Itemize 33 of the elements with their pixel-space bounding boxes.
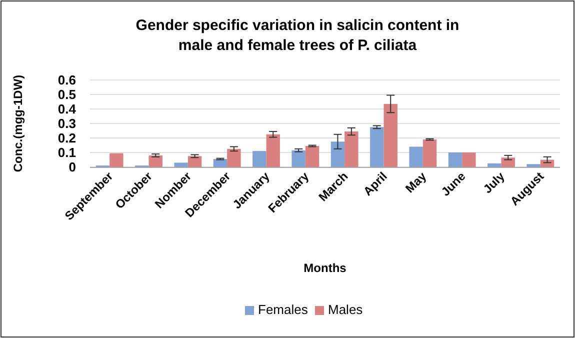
y-tick-label: 0.1 (58, 145, 76, 160)
bar (305, 146, 320, 167)
bar (174, 162, 188, 167)
bar (292, 150, 306, 167)
y-tick-label: 0.4 (58, 102, 77, 117)
chart-title: Gender specific variation in salicin content in male and female trees of P. ciliata (136, 17, 460, 54)
x-axis-title: Months (304, 261, 347, 275)
bar (252, 151, 266, 167)
bar (188, 156, 202, 167)
legend-label: Males (328, 302, 364, 317)
bar (462, 152, 476, 167)
bar (448, 152, 462, 167)
bar (409, 146, 423, 167)
bar (384, 104, 398, 167)
bar (148, 155, 162, 167)
bar (344, 131, 358, 167)
y-tick-label: 0.3 (58, 116, 76, 132)
bar (488, 163, 502, 167)
bar (227, 148, 241, 167)
bar (110, 153, 124, 167)
bar (330, 142, 345, 167)
legend-label: Females (258, 302, 308, 317)
y-tick-label: 0.2 (58, 130, 76, 146)
bar (501, 158, 515, 167)
y-axis-title: Conc.(mgg-1DW) (11, 74, 25, 172)
bar (526, 164, 540, 167)
y-tick-label: 0.6 (58, 72, 76, 88)
bar (266, 134, 280, 167)
bar (422, 139, 437, 167)
y-tick-label: 0.5 (58, 87, 76, 102)
bar (213, 159, 228, 167)
bar (370, 127, 384, 167)
y-tick-label: 0 (68, 160, 76, 175)
